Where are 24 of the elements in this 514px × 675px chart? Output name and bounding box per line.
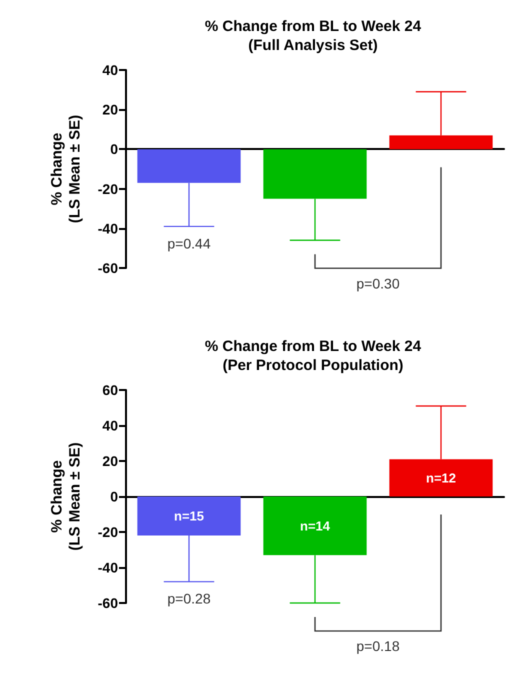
y-tick-label: -60 [98, 595, 118, 611]
annotation: p=0.44 [167, 235, 211, 252]
y-axis-title: % Change (LS Mean ± SE) [48, 442, 84, 551]
y-tick-label: -20 [98, 180, 118, 197]
chart-title: % Change from BL to Week 24 (Full Analysis Set) [204, 18, 422, 54]
chart-title: % Change from BL to Week 24 (Per Protocol Population) [204, 338, 422, 374]
y-tick-label: 40 [102, 62, 118, 78]
text: p=0.18 [356, 638, 400, 654]
text: p=0.30 [356, 275, 400, 292]
y-tick-label: -60 [98, 260, 118, 276]
y-tick-label: 0 [110, 488, 118, 504]
annotation: p=0.28 [167, 590, 211, 607]
annotation: n=15 [174, 508, 204, 524]
annotation: n=12 [426, 470, 456, 486]
y-tick-label: 40 [102, 418, 118, 434]
y-tick-label: -40 [98, 220, 118, 236]
y-tick-label: 60 [102, 382, 118, 398]
y-tick-label: 20 [102, 453, 118, 469]
y-tick-label: -40 [98, 560, 118, 576]
y-tick-label: 0 [110, 141, 118, 158]
annotation: n=14 [300, 518, 331, 534]
y-tick-label: 20 [102, 102, 118, 118]
y-tick-label: -20 [98, 524, 118, 540]
y-axis-title: % Change (LS Mean ± SE) [48, 114, 84, 224]
